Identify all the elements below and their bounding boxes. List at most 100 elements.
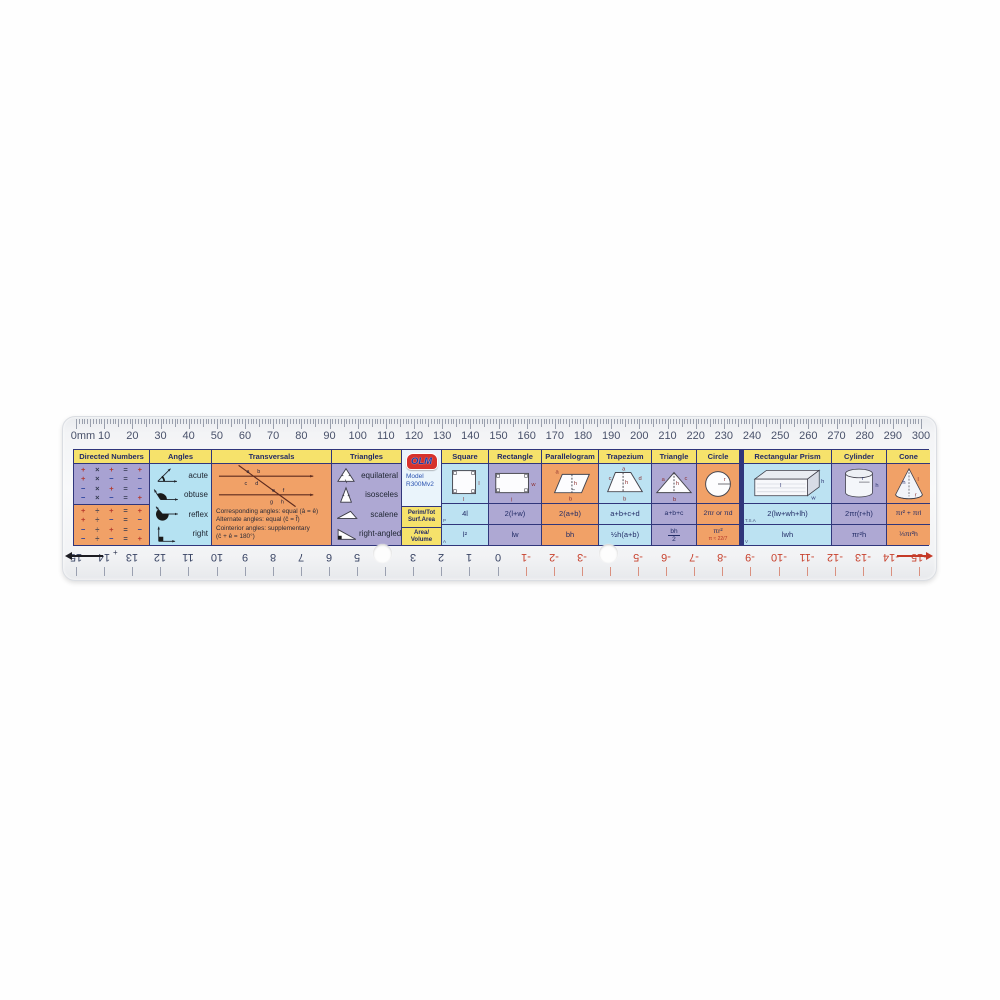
scalene-triangle-icon <box>335 506 359 522</box>
top-scale-number: 0mm <box>70 430 96 442</box>
bottom-scale-tick <box>357 567 358 576</box>
mm-tick <box>191 419 193 424</box>
mm-tick <box>873 419 875 424</box>
bottom-scale-number: 9 <box>241 551 248 563</box>
list-item: obtuse <box>153 485 208 504</box>
mm-tick <box>211 419 213 424</box>
bottom-scale-number: -7 <box>689 551 700 563</box>
svg-text:g: g <box>270 500 273 506</box>
mm-tick <box>467 419 469 424</box>
mm-tick <box>357 419 359 429</box>
mm-tick <box>430 419 432 424</box>
mm-tick <box>847 419 849 424</box>
mm-tick <box>712 419 714 424</box>
mm-tick <box>794 419 796 427</box>
mm-tick <box>816 419 818 424</box>
mm-tick <box>290 419 292 424</box>
transversal-rules: Corresponding angles: equal (â = ê) Alter… <box>212 508 331 543</box>
bottom-scale-tick <box>300 567 302 576</box>
bottom-scale-tick <box>469 567 471 576</box>
mm-tick <box>583 419 584 429</box>
mm-tick <box>647 419 649 424</box>
svg-text:c: c <box>609 476 612 482</box>
shape-name: Cone <box>887 450 930 464</box>
perimeter-formula-cell: 2(a+b) <box>542 503 598 524</box>
mm-tick <box>439 419 441 424</box>
mm-tick <box>884 419 886 424</box>
mm-tick <box>450 419 452 424</box>
right-angled-triangle-icon <box>335 526 359 542</box>
bottom-scale-tick <box>694 567 696 576</box>
mm-tick <box>791 419 793 424</box>
mm-tick <box>670 419 672 424</box>
mm-tick <box>605 419 607 424</box>
mm-tick <box>245 419 246 429</box>
mm-tick <box>622 419 624 424</box>
mm-tick <box>149 419 151 424</box>
mm-tick <box>805 419 807 424</box>
bottom-scale-tick <box>272 567 274 576</box>
svg-text:r: r <box>862 476 864 482</box>
bottom-scale-tick <box>104 567 106 576</box>
directed-number-rule: − ÷ + = − <box>74 525 149 534</box>
svg-text:b: b <box>623 496 626 502</box>
bottom-scale-number: -11 <box>799 551 815 563</box>
mm-tick <box>281 419 283 424</box>
mm-tick <box>335 419 337 424</box>
mm-tick <box>585 419 587 424</box>
top-scale-number: 80 <box>295 430 308 442</box>
mm-tick <box>878 419 880 427</box>
angles-body: acute obtuse reflex right <box>150 464 211 545</box>
mm-tick <box>709 419 711 427</box>
mm-tick <box>208 419 210 424</box>
svg-text:h: h <box>902 480 905 486</box>
area-marker: A <box>443 539 447 544</box>
mm-tick <box>518 419 520 424</box>
operation-symbol: + <box>137 506 142 516</box>
operation-symbol: + <box>137 533 142 543</box>
mm-tick <box>506 419 508 424</box>
mm-tick <box>84 419 86 424</box>
directed-number-rule: − × − = + <box>74 492 149 502</box>
perimeter-formula-cell: T.S.A 2(lw+wh+lh) <box>744 503 831 524</box>
top-scale-number: 130 <box>432 430 452 442</box>
bottom-scale-tick <box>778 567 780 576</box>
mm-tick <box>774 419 776 424</box>
bottom-scale: 1514131211109876543210-1-2-3-4-5-6-7-8-9… <box>63 417 936 580</box>
mm-tick <box>140 419 142 424</box>
bottom-scale-number: -9 <box>745 551 756 563</box>
top-scale-number: 300 <box>911 430 931 442</box>
formula-text: 2πr(r+h) <box>845 509 873 518</box>
mm-tick <box>481 419 483 424</box>
equilateral-triangle-icon <box>335 466 357 484</box>
mm-tick <box>414 419 415 429</box>
operation-symbol: + <box>109 483 114 493</box>
acute-angle-icon <box>153 465 179 485</box>
mm-tick <box>568 419 570 427</box>
mm-tick <box>628 419 630 424</box>
mm-tick <box>912 419 914 424</box>
mm-tick <box>512 419 514 427</box>
formula-text: πr² <box>713 527 723 535</box>
top-scale-number: 200 <box>630 430 649 442</box>
operation-symbol: × <box>95 492 100 502</box>
mm-tick <box>867 419 869 424</box>
svg-text:l: l <box>478 480 479 486</box>
item-label: reflex <box>188 509 208 519</box>
shape-column-triangle: Triangle a c h b a+b+c bh 2 <box>652 450 697 545</box>
mm-tick <box>408 419 410 424</box>
mm-tick <box>121 419 123 424</box>
shape-name: Parallelogram <box>542 450 598 464</box>
mm-tick <box>230 419 232 427</box>
mm-tick <box>174 419 176 427</box>
mm-tick <box>695 419 697 429</box>
mm-tick <box>126 419 128 424</box>
mm-tick <box>521 419 523 424</box>
perimeter-row-label: Perim/Tot Surf.Area <box>402 506 441 527</box>
mm-tick <box>667 419 669 429</box>
mm-tick <box>740 419 742 424</box>
